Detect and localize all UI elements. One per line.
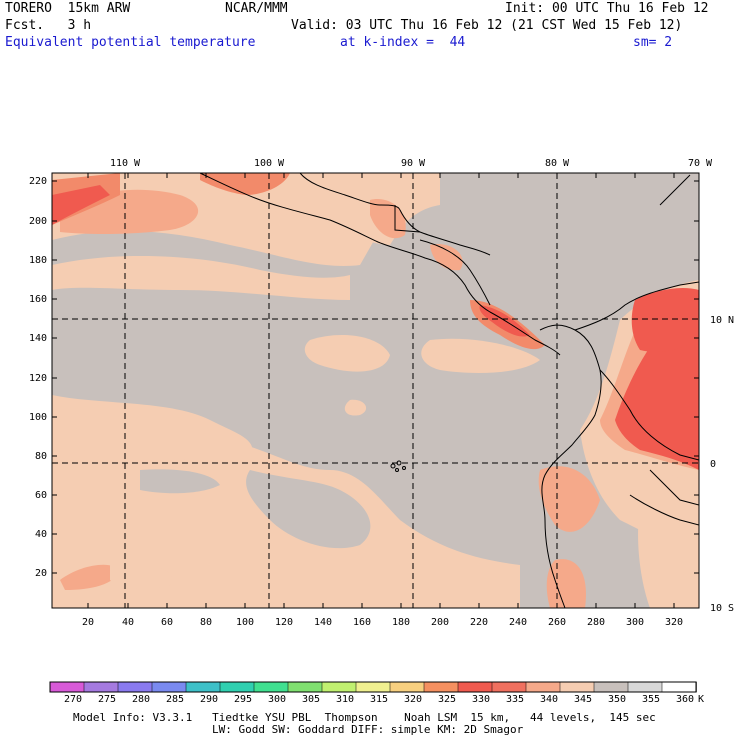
y-tick-label: 120 [29,373,47,384]
colorbar-swatch [253,681,289,693]
x-tick-label: 120 [275,617,293,628]
x-tick-label: 180 [392,617,410,628]
x-tick-label: 300 [626,617,644,628]
axis-ticks [52,173,699,608]
colorbar-swatch [423,681,459,693]
colorbar-swatch [559,681,595,693]
colorbar-swatch [185,681,221,693]
y-tick-label: 200 [29,216,47,227]
lon-label: 80 W [545,158,570,169]
x-tick-label: 280 [587,617,605,628]
colorbar-label: 360 [675,694,695,705]
colorbar-label: 350 [607,694,627,705]
colorbar-label: 320 [403,694,423,705]
colorbar-label: 285 [165,694,185,705]
colorbar-label: 315 [369,694,389,705]
colorbar-swatch [389,681,425,693]
model-name: TORERO 15km ARW [5,1,131,16]
colorbar-frame [49,681,697,693]
y-tick-label: 100 [29,412,47,423]
y-tick-label: 20 [35,568,47,579]
colorbar-swatch [457,681,493,693]
map-frame [51,172,700,609]
colorbar-swatch [491,681,527,693]
level-info: at k-index = 44 [340,35,466,50]
lon-label: 110 W [110,158,141,169]
x-tick-label: 20 [82,617,94,628]
field-name: Equivalent potential temperature [5,35,256,50]
x-tick-label: 100 [236,617,254,628]
center-name: NCAR/MMM [225,1,288,16]
x-tick-label: 220 [470,617,488,628]
lat-label: 10 S [710,603,734,614]
lat-label: 0 [710,459,716,470]
colorbar-label: 295 [233,694,253,705]
colorbar-label: 305 [301,694,321,705]
colorbar-label: 340 [539,694,559,705]
x-tick-label: 80 [200,617,212,628]
y-tick-label: 220 [29,176,47,187]
y-tick-label: 80 [35,451,47,462]
x-tick-label: 320 [665,617,683,628]
colorbar-swatch [661,681,697,693]
colorbar-swatch [287,681,323,693]
x-tick-label: 60 [161,617,173,628]
valid-time: Valid: 03 UTC Thu 16 Feb 12 (21 CST Wed … [291,18,683,33]
colorbar-unit: K [697,694,705,705]
colorbar-label: 270 [63,694,83,705]
x-tick-label: 240 [509,617,527,628]
colorbar-swatch [117,681,153,693]
y-tick-label: 60 [35,490,47,501]
x-tick-label: 260 [548,617,566,628]
colorbar-label: 290 [199,694,219,705]
y-tick-label: 160 [29,294,47,305]
colorbar-label: 345 [573,694,593,705]
model-info: Model Info: V3.3.1 Tiedtke YSU PBL Thomp… [73,711,656,724]
colorbar-label: 325 [437,694,457,705]
colorbar-label: 335 [505,694,525,705]
colorbar-swatch [219,681,255,693]
lat-label: 10 N [710,315,734,326]
x-tick-label: 40 [122,617,134,628]
lon-label: 90 W [401,158,426,169]
coastlines [199,173,699,608]
colorbar-label: 280 [131,694,151,705]
colorbar [49,681,697,693]
colorbar-swatch [83,681,119,693]
forecast-hour: Fcst. 3 h [5,18,92,33]
init-time: Init: 00 UTC Thu 16 Feb 12 [505,1,709,16]
colorbar-swatch [355,681,391,693]
theta-e-field [52,173,699,608]
graticule [52,173,699,608]
y-tick-label: 140 [29,333,47,344]
lon-label: 70 W [688,158,713,169]
y-tick-label: 180 [29,255,47,266]
colorbar-swatch [627,681,663,693]
colorbar-swatch [525,681,561,693]
colorbar-label: 300 [267,694,287,705]
colorbar-swatch [321,681,357,693]
colorbar-swatch [593,681,629,693]
smooth-info: sm= 2 [633,35,673,50]
colorbar-label: 355 [641,694,661,705]
y-tick-label: 40 [35,529,47,540]
x-tick-label: 200 [431,617,449,628]
colorbar-label: 275 [97,694,117,705]
x-tick-label: 160 [353,617,371,628]
lon-label: 100 W [254,158,285,169]
colorbar-label: 330 [471,694,491,705]
x-tick-label: 140 [314,617,332,628]
colorbar-swatch [49,681,85,693]
colorbar-label: 310 [335,694,355,705]
colorbar-swatch [151,681,187,693]
physics-info: LW: Godd SW: Goddard DIFF: simple KM: 2D… [212,723,524,736]
